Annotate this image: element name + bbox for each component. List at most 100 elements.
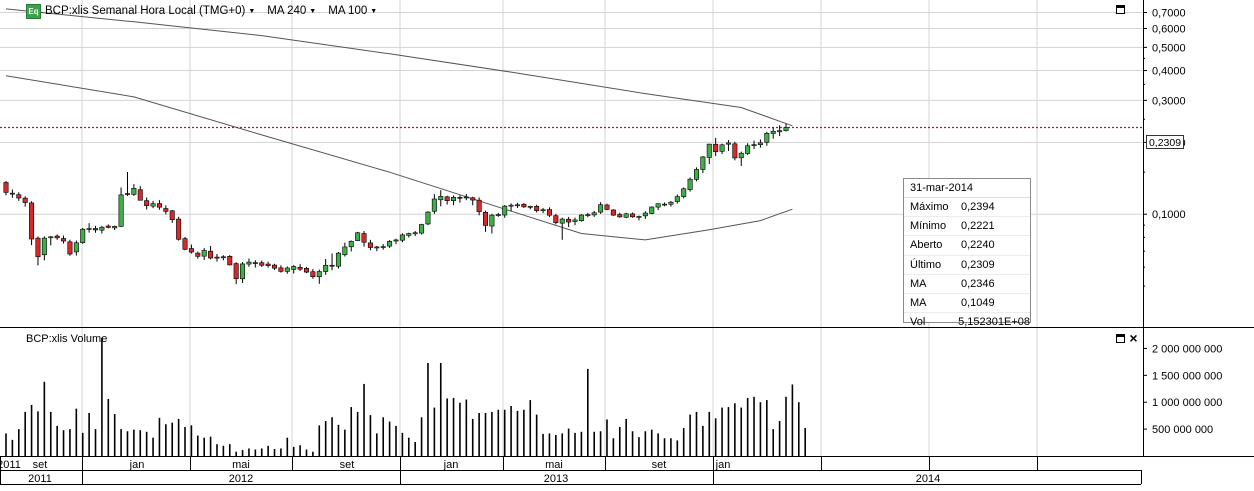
- candle: [585, 212, 591, 218]
- candle-body-down: [297, 267, 303, 270]
- candle-body-up: [387, 240, 393, 247]
- candle: [751, 140, 757, 149]
- instrument-dropdown[interactable]: BCP:xlis Semanal Hora Local (TMG+0) ▼: [45, 5, 263, 17]
- candle-body-down: [278, 267, 284, 272]
- candle: [348, 240, 354, 252]
- candle-body-up: [706, 143, 712, 158]
- candle-body-up: [342, 246, 348, 256]
- candle: [201, 248, 207, 260]
- info-row-ma240: MA 0,2346: [904, 275, 1030, 294]
- candle: [508, 203, 514, 212]
- candle-body-up: [438, 196, 444, 201]
- candle-body-down: [252, 262, 258, 264]
- candle: [425, 211, 431, 225]
- candle: [246, 258, 252, 267]
- candle: [559, 217, 565, 240]
- equity-badge-icon[interactable]: Eq: [26, 3, 41, 19]
- candle: [284, 266, 290, 274]
- candle: [636, 215, 642, 221]
- candle-body-down: [22, 197, 28, 203]
- candle-body-up: [393, 239, 399, 242]
- info-row-open: Aberto 0,2240: [904, 236, 1030, 256]
- maximize-price-pane-icon[interactable]: [1116, 5, 1125, 14]
- candle-body-up: [355, 232, 361, 241]
- volume-tick-label: 2 000 000 000: [1152, 343, 1222, 355]
- candle: [342, 242, 348, 257]
- candle-body-down: [713, 143, 719, 153]
- candle-body-up: [48, 236, 54, 239]
- candle-body-down: [35, 237, 41, 258]
- candle: [380, 244, 386, 250]
- candle-body-down: [233, 263, 239, 279]
- candle-body-up: [559, 218, 565, 224]
- maximize-volume-pane-icon[interactable]: [1116, 334, 1125, 343]
- candle: [323, 258, 329, 275]
- candle-body-up: [291, 266, 297, 270]
- info-label: Vol: [910, 316, 926, 329]
- ma100-dropdown[interactable]: MA 100 ▼: [328, 5, 385, 17]
- candle-body-up: [86, 228, 92, 230]
- candle: [54, 234, 60, 240]
- candle-body-up: [623, 213, 629, 218]
- candle: [591, 210, 597, 217]
- candle: [527, 205, 533, 210]
- close-volume-pane-icon[interactable]: ×: [1129, 330, 1138, 346]
- candle: [240, 262, 246, 283]
- candle: [303, 266, 309, 274]
- candle: [617, 212, 623, 218]
- candle: [182, 236, 188, 251]
- candle-body-down: [553, 215, 559, 223]
- candle: [124, 171, 130, 196]
- candle: [578, 214, 584, 222]
- info-value: 0,1049: [961, 296, 995, 309]
- candle-body-up: [668, 201, 674, 205]
- info-label: Mínimo: [910, 220, 947, 233]
- ma240-dropdown[interactable]: MA 240 ▼: [267, 5, 324, 17]
- candle: [361, 231, 367, 247]
- chevron-down-icon: ▼: [309, 7, 317, 15]
- candle-body-down: [29, 202, 35, 240]
- candle-body-up: [700, 156, 706, 170]
- info-value: 0,2346: [961, 277, 995, 290]
- info-row-volume: Vol 5,152301E+08: [904, 313, 1030, 331]
- candle: [483, 210, 489, 232]
- candle-body-down: [329, 264, 335, 267]
- candle: [355, 231, 361, 242]
- candle: [572, 217, 578, 226]
- candle: [86, 223, 92, 233]
- candle: [534, 204, 540, 213]
- x-tick-label-year: 2014: [916, 473, 940, 485]
- candle: [374, 245, 380, 252]
- candle-body-up: [514, 204, 520, 207]
- candle: [278, 265, 284, 273]
- candle-body-up: [335, 252, 341, 267]
- candle: [3, 180, 9, 196]
- candle: [137, 186, 143, 201]
- candle: [732, 141, 738, 161]
- candle: [783, 123, 789, 132]
- candle-body-up: [131, 187, 137, 195]
- candle: [144, 197, 150, 210]
- candle-body-up: [598, 204, 604, 213]
- candle: [642, 211, 648, 219]
- candle-body-up: [431, 198, 437, 212]
- candle-body-down: [182, 238, 188, 250]
- candle-body-up: [540, 209, 546, 212]
- candle: [35, 236, 41, 266]
- candle-body-down: [93, 228, 99, 231]
- candle-body-up: [655, 203, 661, 208]
- candle-body-up: [41, 237, 47, 256]
- candle-body-down: [3, 182, 9, 193]
- candle-body-up: [745, 145, 751, 154]
- candle: [457, 195, 463, 203]
- info-label: MA: [910, 277, 927, 290]
- ma100-label: MA 100: [328, 5, 368, 17]
- y-tick-label: 0,5000: [1152, 42, 1186, 54]
- candle: [438, 190, 444, 207]
- candle: [29, 201, 35, 246]
- candle-body-down: [566, 218, 572, 223]
- candle-body-up: [240, 263, 246, 280]
- candle-body-up: [201, 250, 207, 257]
- candle: [233, 262, 239, 285]
